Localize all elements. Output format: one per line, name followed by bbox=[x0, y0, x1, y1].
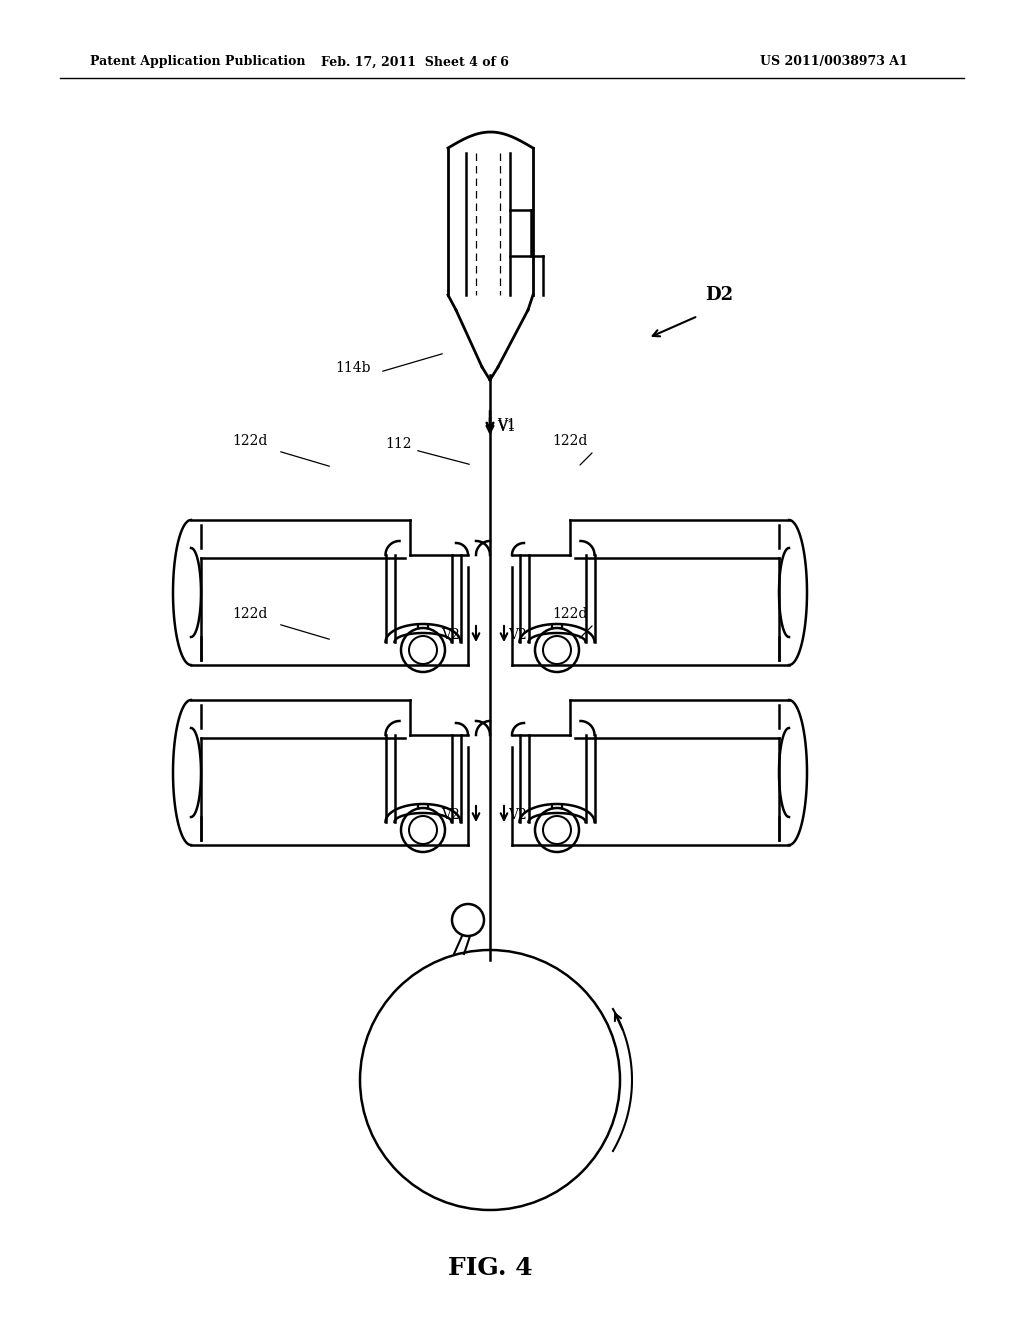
Text: V2: V2 bbox=[441, 628, 460, 642]
Text: 122d: 122d bbox=[232, 434, 267, 447]
Text: 122d: 122d bbox=[552, 607, 588, 620]
Text: US 2011/0038973 A1: US 2011/0038973 A1 bbox=[760, 55, 907, 69]
Text: V1: V1 bbox=[497, 420, 516, 434]
Text: V2: V2 bbox=[441, 808, 460, 822]
Text: 122d: 122d bbox=[552, 434, 588, 447]
Text: V2: V2 bbox=[508, 628, 526, 642]
Text: V2: V2 bbox=[508, 808, 526, 822]
Text: FIG. 4: FIG. 4 bbox=[447, 1257, 532, 1280]
Text: Feb. 17, 2011  Sheet 4 of 6: Feb. 17, 2011 Sheet 4 of 6 bbox=[322, 55, 509, 69]
Text: 122d: 122d bbox=[232, 607, 267, 620]
Text: V1: V1 bbox=[497, 418, 516, 432]
Text: Patent Application Publication: Patent Application Publication bbox=[90, 55, 305, 69]
Text: 112: 112 bbox=[385, 437, 412, 451]
Text: 114b: 114b bbox=[335, 360, 371, 375]
Text: D2: D2 bbox=[705, 286, 733, 304]
